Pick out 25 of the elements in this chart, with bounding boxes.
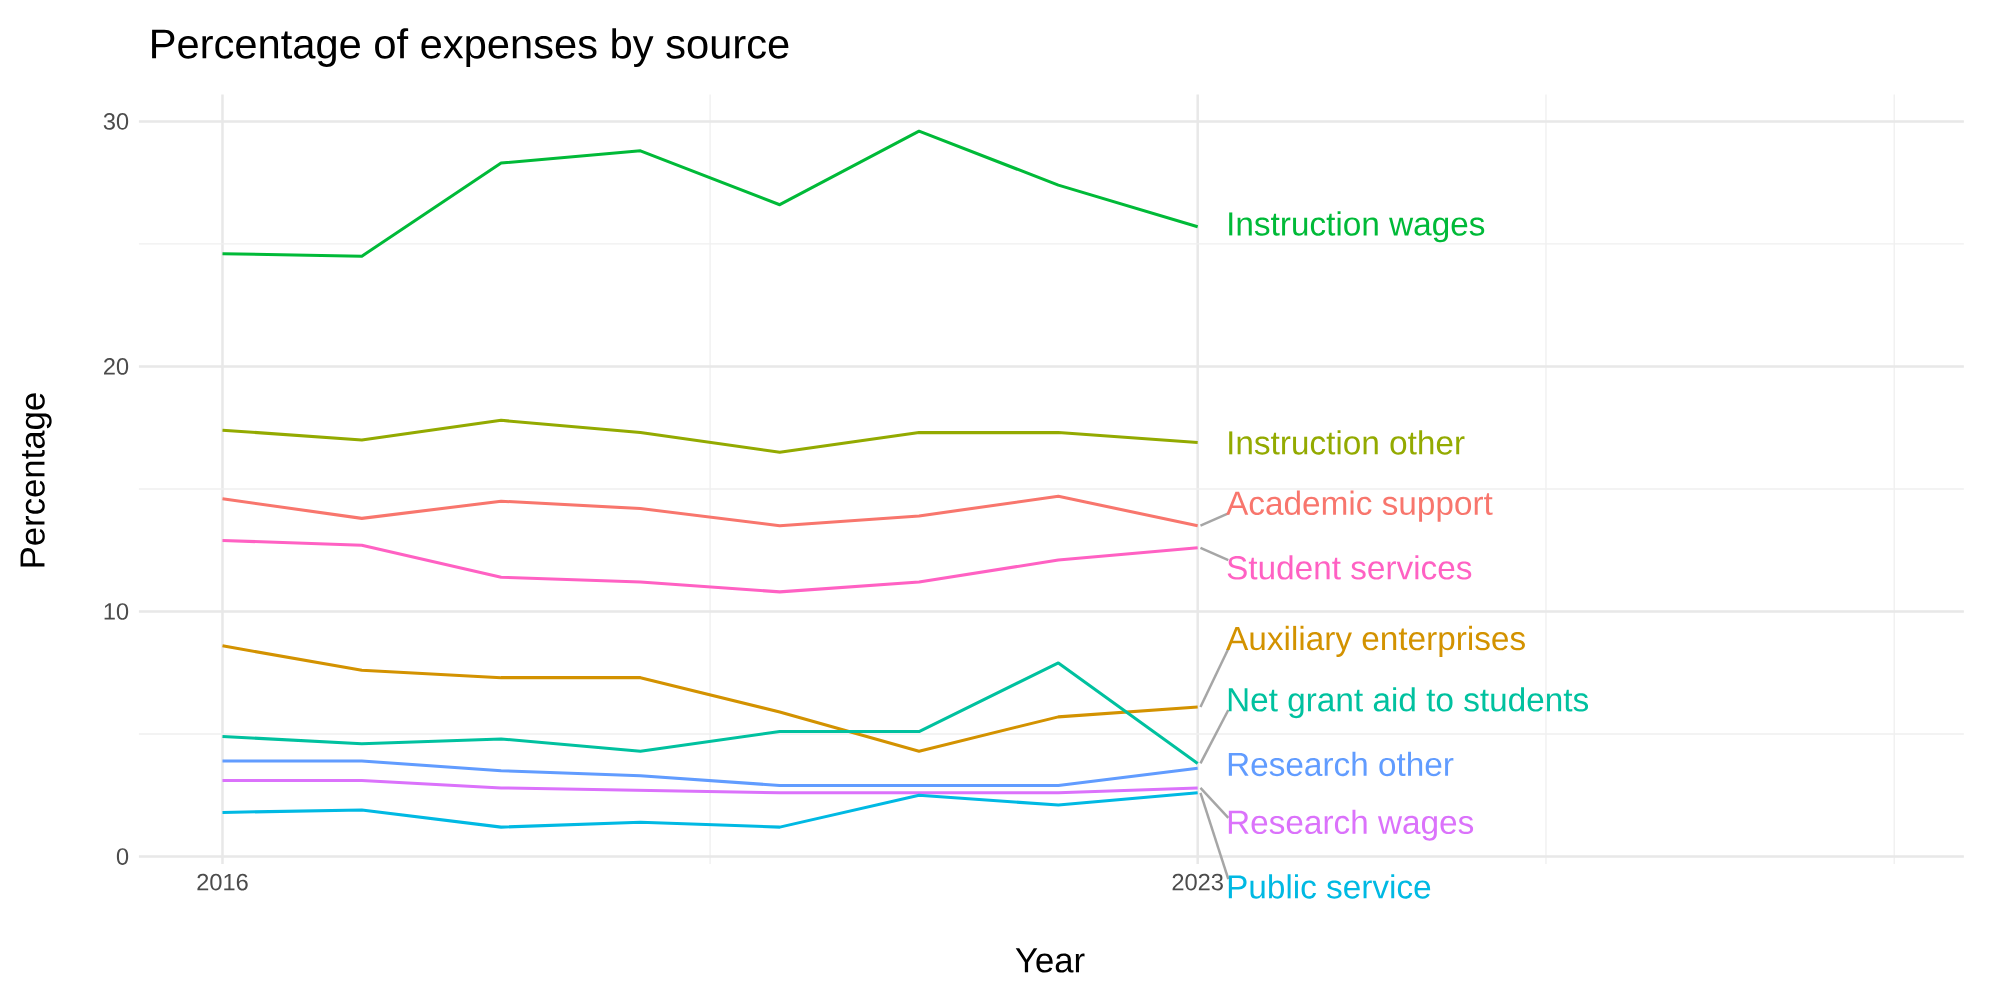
text: Public service	[1228, 874, 1431, 899]
x-tick-label: 2016	[197, 873, 248, 891]
series-label: Auxiliary enterprises	[1226, 625, 1525, 657]
series-label: Net grant aid to students	[1228, 687, 1589, 719]
chart-title: Percentage of expenses by source	[152, 28, 789, 67]
y-tick-label: 20	[104, 358, 129, 375]
x-tick-label: 2023	[1172, 873, 1223, 891]
y-tick-label: 0	[116, 848, 129, 865]
series-label: Research other	[1228, 751, 1454, 777]
line-series	[220, 418, 1200, 454]
line-series	[220, 538, 1200, 594]
line-series	[220, 791, 1200, 829]
series-label: Student services	[1227, 555, 1472, 580]
series-label: Academic support	[1226, 490, 1493, 522]
y-tick-label: 10	[104, 603, 129, 620]
y-tick-label: 30	[103, 113, 129, 130]
line-series	[220, 129, 1200, 258]
series-label: Research wages	[1228, 809, 1474, 841]
series-label: Instruction wages	[1229, 211, 1485, 243]
line-series	[220, 661, 1200, 765]
x-axis-title: Year	[1015, 948, 1085, 973]
line-series	[220, 644, 1200, 753]
line-series	[220, 494, 1200, 528]
y-axis-title: Percentage	[20, 393, 52, 567]
series-label: Instruction other	[1229, 430, 1465, 455]
